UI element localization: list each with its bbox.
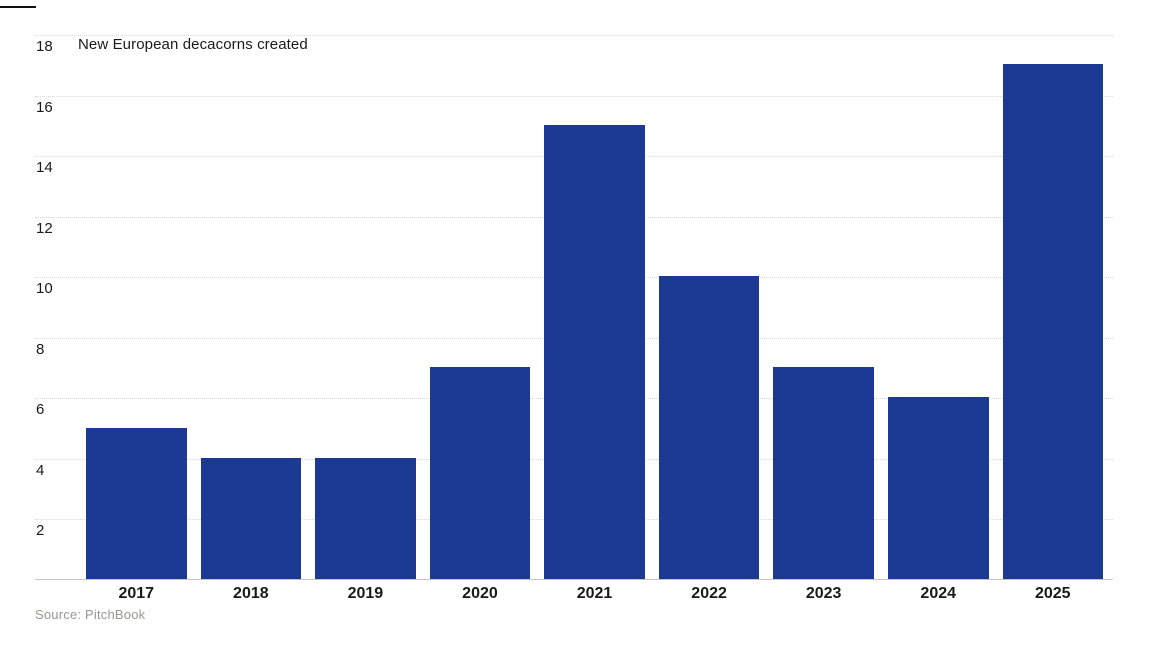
bars-group [86, 35, 1104, 579]
bar-2024 [887, 397, 989, 579]
y-axis-label-12: 12 [36, 219, 53, 237]
chart-title: New European decacorns created [78, 36, 308, 53]
bar-2021 [544, 124, 645, 579]
x-axis-label-2017: 2017 [118, 585, 155, 602]
source-note: Source: PitchBook [35, 607, 146, 622]
y-axis-label-2: 2 [36, 522, 45, 540]
top-left-rule [0, 6, 36, 8]
bar-2023 [773, 367, 874, 579]
x-axis-label-2018: 2018 [233, 585, 269, 602]
bar-2019 [315, 457, 416, 579]
x-axis-label-2024: 2024 [920, 585, 957, 602]
x-axis-label-2025: 2025 [1034, 585, 1071, 602]
x-axis-labels: 2017 2018 2019 2020 2021 2022 2023 2024 2025 [86, 585, 1103, 603]
y-axis-label-14: 14 [36, 159, 53, 177]
bar-2020 [429, 367, 531, 579]
gridline-18 [35, 35, 1113, 36]
y-axis-label-16: 16 [36, 98, 53, 116]
x-axis-label-2021: 2021 [576, 585, 613, 602]
x-axis-label-2019: 2019 [347, 585, 384, 602]
gridline-16 [35, 95, 1113, 97]
y-axis-label-18: 18 [36, 38, 53, 55]
x-axis-label-2022: 2022 [691, 585, 727, 602]
bar-2018 [200, 457, 302, 579]
y-axis-label-4: 4 [36, 461, 45, 479]
x-axis-label-2020: 2020 [462, 585, 498, 602]
bar-2025 [1002, 64, 1104, 579]
y-axis-label-8: 8 [36, 340, 45, 358]
bar-2022 [658, 276, 760, 579]
x-axis-label-2023: 2023 [805, 585, 842, 602]
y-axis-label-10: 10 [36, 280, 53, 298]
bar-2017 [86, 427, 187, 579]
y-axis-label-6: 6 [36, 401, 45, 419]
plot-area: 2 4 6 8 10 12 14 16 18 [35, 35, 1113, 580]
